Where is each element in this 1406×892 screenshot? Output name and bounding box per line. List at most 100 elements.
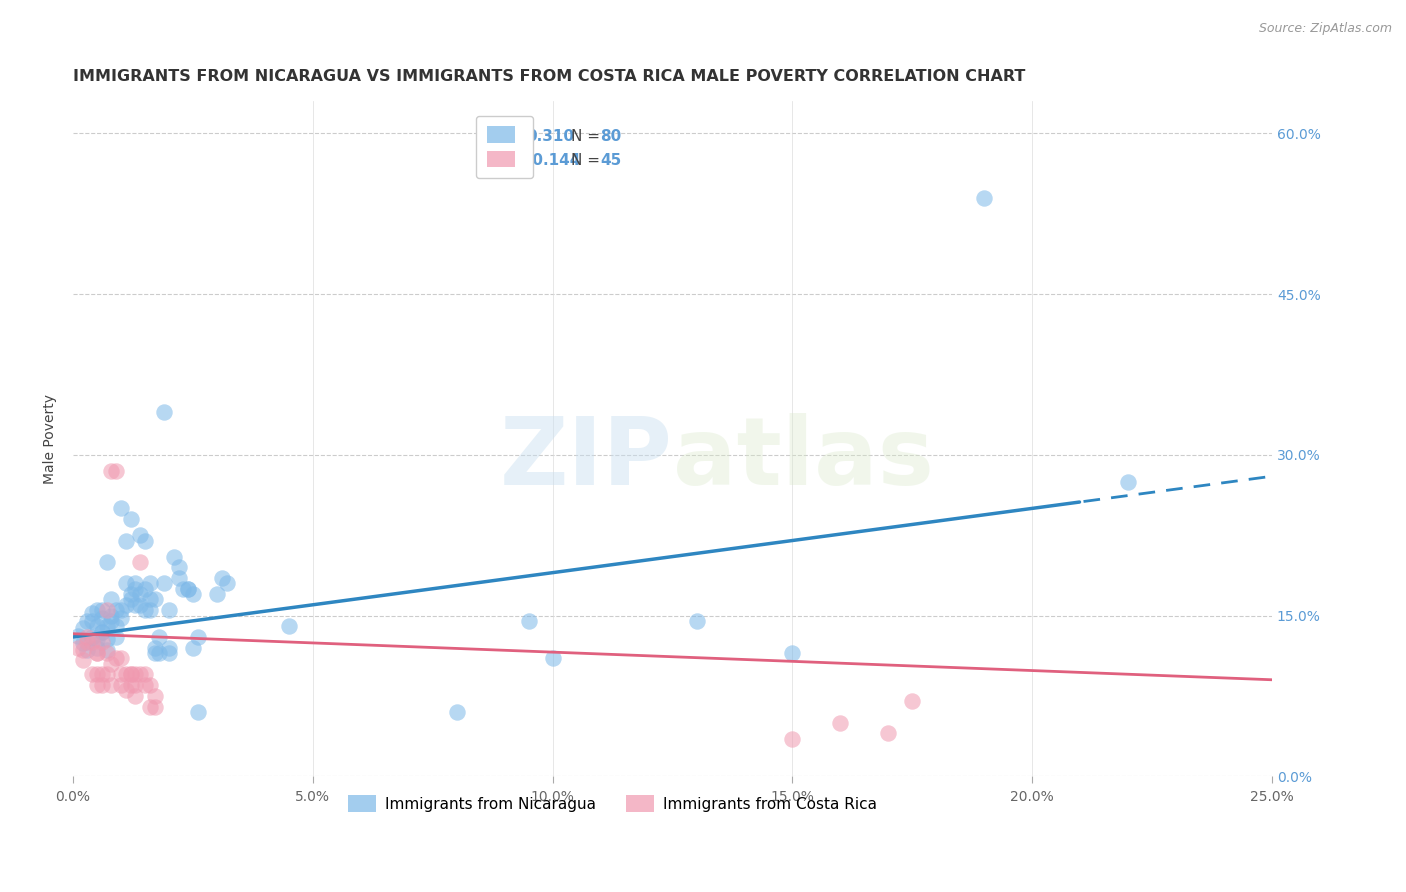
Point xyxy=(82,614,104,628)
Point xyxy=(177,582,200,596)
Point xyxy=(143,640,166,655)
Point xyxy=(181,587,204,601)
Point xyxy=(172,582,194,596)
Point xyxy=(148,630,170,644)
Point xyxy=(115,683,138,698)
Point xyxy=(124,667,146,681)
Point xyxy=(120,587,142,601)
Point xyxy=(105,603,128,617)
Point xyxy=(115,533,138,548)
Point xyxy=(86,646,108,660)
Text: -0.144: -0.144 xyxy=(526,153,581,169)
Point xyxy=(134,533,156,548)
Point xyxy=(96,619,118,633)
Point xyxy=(124,582,146,596)
Point xyxy=(115,576,138,591)
Point xyxy=(124,689,146,703)
Point xyxy=(96,603,118,617)
Point xyxy=(143,646,166,660)
Point xyxy=(110,501,132,516)
Point xyxy=(517,614,540,628)
Point xyxy=(115,667,138,681)
Point xyxy=(100,592,122,607)
Point xyxy=(685,614,707,628)
Point xyxy=(90,635,112,649)
Point xyxy=(129,598,152,612)
Text: Source: ZipAtlas.com: Source: ZipAtlas.com xyxy=(1258,22,1392,36)
Point xyxy=(105,464,128,478)
Point xyxy=(830,715,852,730)
Point xyxy=(181,640,204,655)
Text: N =: N = xyxy=(571,153,605,169)
Point xyxy=(153,405,176,419)
Point xyxy=(86,646,108,660)
Point xyxy=(76,642,98,657)
Point xyxy=(187,705,209,719)
Point xyxy=(100,614,122,628)
Point xyxy=(86,667,108,681)
Point xyxy=(90,603,112,617)
Point xyxy=(167,571,190,585)
Point xyxy=(90,624,112,639)
Point xyxy=(139,678,162,692)
Point xyxy=(177,582,200,596)
Point xyxy=(120,592,142,607)
Point xyxy=(153,576,176,591)
Point xyxy=(134,603,156,617)
Point xyxy=(120,667,142,681)
Point xyxy=(96,642,118,657)
Point xyxy=(134,678,156,692)
Point xyxy=(187,630,209,644)
Point xyxy=(72,653,94,667)
Point xyxy=(120,678,142,692)
Point xyxy=(167,560,190,574)
Point xyxy=(157,646,180,660)
Point xyxy=(129,667,152,681)
Point xyxy=(157,640,180,655)
Point xyxy=(973,191,995,205)
Point xyxy=(90,610,112,624)
Point xyxy=(96,667,118,681)
Point xyxy=(90,678,112,692)
Text: IMMIGRANTS FROM NICARAGUA VS IMMIGRANTS FROM COSTA RICA MALE POVERTY CORRELATION: IMMIGRANTS FROM NICARAGUA VS IMMIGRANTS … xyxy=(73,69,1025,84)
Text: 45: 45 xyxy=(600,153,621,169)
Point xyxy=(110,610,132,624)
Point xyxy=(1116,475,1139,489)
Point xyxy=(110,651,132,665)
Point xyxy=(86,640,108,655)
Point xyxy=(139,603,162,617)
Point xyxy=(105,619,128,633)
Point xyxy=(139,699,162,714)
Point xyxy=(96,555,118,569)
Point xyxy=(877,726,900,740)
Point xyxy=(277,619,299,633)
Point xyxy=(134,667,156,681)
Point xyxy=(115,598,138,612)
Point xyxy=(66,640,89,655)
Point xyxy=(66,629,89,643)
Point xyxy=(782,731,804,746)
Text: ZIP: ZIP xyxy=(499,413,672,505)
Point xyxy=(100,657,122,671)
Point xyxy=(86,619,108,633)
Point xyxy=(82,607,104,621)
Text: R =: R = xyxy=(486,129,520,144)
Point xyxy=(82,667,104,681)
Point xyxy=(120,512,142,526)
Text: N =: N = xyxy=(571,129,605,144)
Point xyxy=(100,464,122,478)
Point xyxy=(82,630,104,644)
Point xyxy=(124,598,146,612)
Point xyxy=(134,582,156,596)
Point xyxy=(211,571,233,585)
Point xyxy=(100,678,122,692)
Point xyxy=(86,632,108,646)
Text: 0.310: 0.310 xyxy=(526,129,574,144)
Point xyxy=(90,667,112,681)
Point xyxy=(143,592,166,607)
Point xyxy=(76,630,98,644)
Point xyxy=(139,576,162,591)
Point xyxy=(215,576,238,591)
Point xyxy=(72,636,94,650)
Point xyxy=(782,646,804,660)
